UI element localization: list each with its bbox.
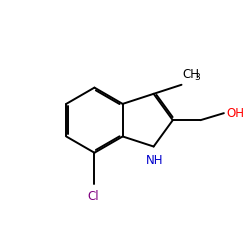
Text: OH: OH: [226, 107, 244, 120]
Text: CH: CH: [183, 68, 200, 81]
Text: NH: NH: [146, 154, 164, 167]
Text: 3: 3: [195, 73, 200, 82]
Text: Cl: Cl: [88, 190, 99, 203]
